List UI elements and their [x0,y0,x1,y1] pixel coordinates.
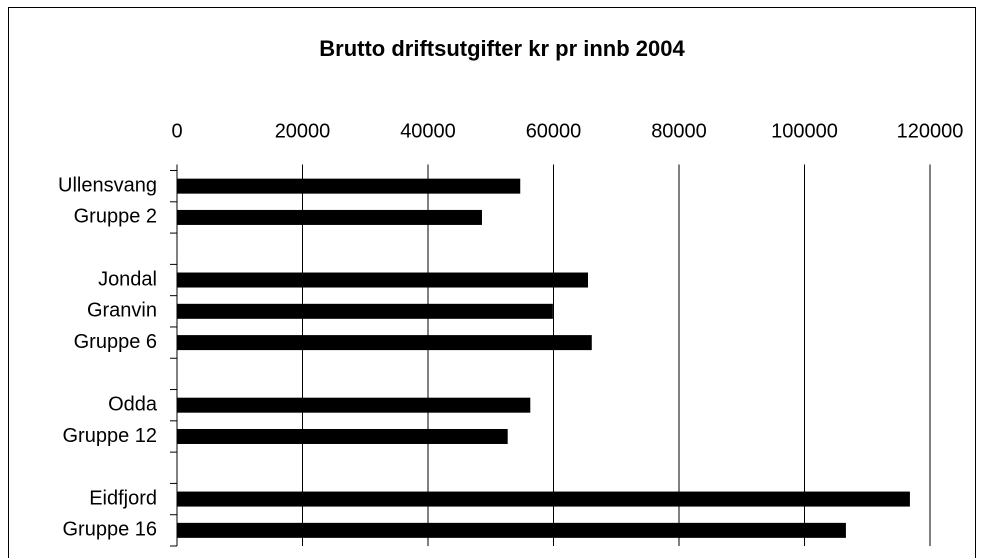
frame [8,7,976,558]
y-tick-label: Odda [108,393,158,415]
bar [177,491,910,507]
x-tick-label: 40000 [400,120,456,142]
bar [177,178,521,194]
bar [177,428,508,444]
bar [177,209,482,225]
y-tick-label: Gruppe 6 [74,331,157,353]
bar [177,522,846,538]
y-tick-label: Gruppe 2 [74,206,157,228]
bar [177,335,592,351]
y-tick-label: Gruppe 16 [62,519,157,541]
y-tick-label: Gruppe 12 [62,425,157,447]
y-tick-label: Jondal [98,268,157,290]
bar [177,397,531,413]
x-tick-label: 0 [171,120,182,142]
bar [177,303,553,319]
y-tick-label: Granvin [87,300,157,322]
x-tick-label: 100000 [771,120,838,142]
x-tick-label: 120000 [897,120,964,142]
y-tick-label: Ullensvang [58,174,157,196]
x-tick-label: 80000 [651,120,707,142]
y-tick-label: Eidfjord [89,487,157,509]
x-tick-label: 20000 [275,120,331,142]
chart-title: Brutto driftsutgifter kr pr innb 2004 [319,36,685,61]
bar [177,272,589,288]
x-tick-label: 60000 [526,120,582,142]
